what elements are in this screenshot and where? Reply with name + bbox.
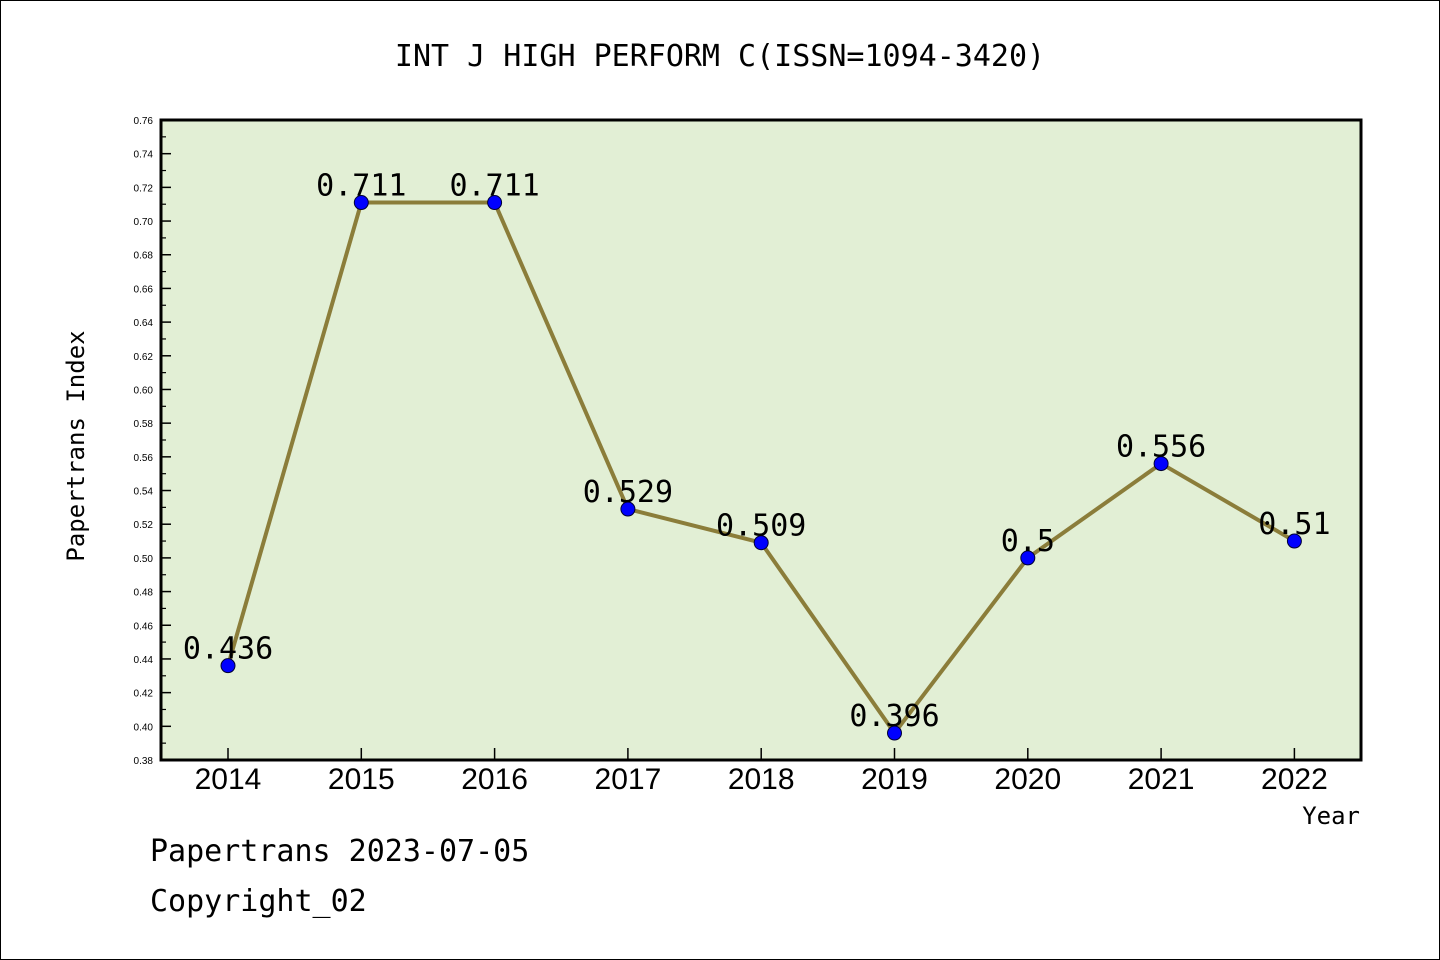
- y-tick-label: 0.64: [134, 318, 154, 329]
- y-tick-label: 0.50: [134, 554, 154, 565]
- x-tick-label: 2017: [595, 763, 662, 796]
- y-axis: 0.38 0.40 0.42 0.44 0.46 0.48 0.50 0.52 0.54 0.56…: [134, 116, 171, 767]
- y-tick-label: 0.68: [134, 251, 154, 262]
- data-label: 0.396: [849, 699, 939, 734]
- y-tick-label: 0.48: [134, 588, 154, 599]
- footer-date: Papertrans 2023-07-05: [150, 834, 530, 869]
- y-tick-label: 0.38: [134, 756, 154, 767]
- x-tick-label: 2015: [328, 763, 395, 796]
- x-tick-label: 2018: [728, 763, 795, 796]
- x-tick-label: 2014: [195, 763, 262, 796]
- x-tick-label: 2022: [1261, 763, 1328, 796]
- y-tick-label: 0.66: [134, 284, 154, 295]
- x-tick-label: 2016: [461, 763, 528, 796]
- y-tick-label: 0.52: [134, 520, 154, 531]
- y-tick-label: 0.70: [134, 217, 154, 228]
- y-tick-label: 0.76: [134, 116, 154, 127]
- data-point: [620, 501, 636, 517]
- y-tick-label: 0.40: [134, 722, 154, 733]
- y-tick-label: 0.56: [134, 453, 154, 464]
- series-layer: [220, 195, 1302, 741]
- data-label: 0.5: [1001, 524, 1055, 559]
- plot-area: [159, 118, 1363, 762]
- data-point: [887, 725, 902, 741]
- data-label: 0.711: [449, 169, 539, 204]
- x-tick-label: 2020: [994, 763, 1061, 796]
- footer-copyright: Copyright_02: [150, 884, 367, 919]
- y-tick-label: 0.72: [134, 183, 154, 194]
- data-point: [487, 195, 503, 211]
- data-label: 0.529: [583, 475, 673, 510]
- data-point: [753, 535, 769, 551]
- y-tick-label: 0.42: [134, 689, 154, 700]
- data-label: 0.436: [183, 632, 273, 667]
- data-point: [1020, 550, 1036, 566]
- y-axis-label: Papertrans Index: [62, 330, 90, 561]
- chart-title: INT J HIGH PERFORM C(ISSN=1094-3420): [395, 39, 1045, 74]
- data-point: [1153, 456, 1169, 472]
- data-label: 0.51: [1258, 507, 1330, 542]
- data-point: [353, 195, 369, 211]
- y-tick-label: 0.46: [134, 621, 154, 632]
- y-tick-label: 0.58: [134, 419, 154, 430]
- x-axis: 2014 2015 2016 2017 2018 2019 2020 2021 2022: [195, 748, 1328, 796]
- x-tick-label: 2021: [1128, 763, 1195, 796]
- data-point: [220, 658, 236, 674]
- y-tick-label: 0.44: [134, 655, 154, 666]
- data-label: 0.509: [716, 509, 806, 544]
- data-label-layer: 0.436 0.711 0.711 0.529 0.509 0.396 0.5 0.556 0.…: [183, 169, 1331, 735]
- data-point: [1286, 533, 1302, 549]
- data-label: 0.556: [1116, 430, 1206, 465]
- y-tick-label: 0.74: [134, 150, 154, 161]
- y-tick-label: 0.62: [134, 352, 154, 363]
- y-tick-label: 0.54: [134, 487, 154, 498]
- data-label: 0.711: [316, 169, 406, 204]
- y-tick-label: 0.60: [134, 385, 154, 396]
- x-axis-label: Year: [1302, 802, 1360, 830]
- x-tick-label: 2019: [861, 763, 928, 796]
